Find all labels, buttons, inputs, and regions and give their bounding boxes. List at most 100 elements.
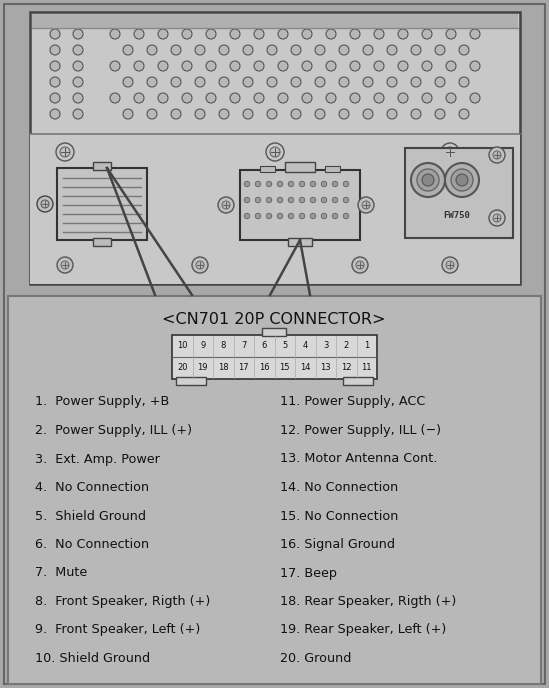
Ellipse shape: [267, 45, 277, 55]
Circle shape: [244, 197, 250, 203]
Bar: [30, 134, 520, 284]
Ellipse shape: [123, 109, 133, 119]
Bar: [172, 335, 377, 379]
Ellipse shape: [302, 61, 312, 71]
Circle shape: [417, 169, 439, 191]
Ellipse shape: [171, 77, 181, 87]
Circle shape: [332, 197, 338, 203]
Circle shape: [493, 151, 501, 159]
Text: 6.  No Connection: 6. No Connection: [35, 538, 149, 551]
Circle shape: [41, 200, 49, 208]
Ellipse shape: [459, 45, 469, 55]
Text: 7.  Mute: 7. Mute: [35, 566, 87, 579]
Circle shape: [356, 261, 364, 269]
Ellipse shape: [147, 77, 157, 87]
Circle shape: [266, 213, 272, 219]
Ellipse shape: [182, 29, 192, 39]
Circle shape: [255, 213, 261, 219]
Ellipse shape: [470, 61, 480, 71]
Circle shape: [266, 143, 284, 161]
Bar: [405, 148, 513, 238]
Ellipse shape: [326, 93, 336, 103]
Text: 5.  Shield Ground: 5. Shield Ground: [35, 510, 146, 522]
Ellipse shape: [398, 93, 408, 103]
Circle shape: [321, 213, 327, 219]
Text: 4.  No Connection: 4. No Connection: [35, 481, 149, 494]
Ellipse shape: [158, 29, 168, 39]
Text: 13. Motor Antenna Cont.: 13. Motor Antenna Cont.: [280, 453, 438, 466]
Circle shape: [255, 197, 261, 203]
Circle shape: [442, 257, 458, 273]
Circle shape: [277, 197, 283, 203]
Circle shape: [310, 197, 316, 203]
Ellipse shape: [315, 77, 325, 87]
Circle shape: [493, 214, 501, 222]
Ellipse shape: [73, 93, 83, 103]
Ellipse shape: [291, 109, 301, 119]
Circle shape: [321, 197, 327, 203]
Ellipse shape: [435, 109, 445, 119]
Ellipse shape: [73, 29, 83, 39]
Circle shape: [277, 213, 283, 219]
Text: 9: 9: [200, 341, 205, 350]
Circle shape: [489, 210, 505, 226]
Ellipse shape: [206, 29, 216, 39]
Circle shape: [299, 181, 305, 187]
Ellipse shape: [387, 45, 397, 55]
Circle shape: [441, 143, 459, 161]
Circle shape: [422, 174, 434, 186]
Text: 19: 19: [198, 363, 208, 372]
Text: 2.  Power Supply, ILL (+): 2. Power Supply, ILL (+): [35, 424, 192, 437]
Ellipse shape: [219, 109, 229, 119]
Ellipse shape: [315, 109, 325, 119]
Circle shape: [61, 261, 69, 269]
Text: 15: 15: [279, 363, 290, 372]
Bar: [343, 377, 373, 385]
Text: 6: 6: [261, 341, 267, 350]
Circle shape: [411, 163, 445, 197]
Ellipse shape: [147, 109, 157, 119]
Ellipse shape: [411, 45, 421, 55]
Circle shape: [56, 143, 74, 161]
Circle shape: [343, 197, 349, 203]
Ellipse shape: [398, 29, 408, 39]
Ellipse shape: [243, 109, 253, 119]
Ellipse shape: [134, 93, 144, 103]
Text: 17: 17: [238, 363, 249, 372]
Ellipse shape: [422, 61, 432, 71]
Ellipse shape: [302, 29, 312, 39]
Text: 5: 5: [282, 341, 287, 350]
Circle shape: [270, 147, 280, 157]
Circle shape: [192, 257, 208, 273]
Ellipse shape: [411, 77, 421, 87]
Bar: [32, 14, 518, 28]
Bar: [8, 296, 541, 684]
Circle shape: [196, 261, 204, 269]
Circle shape: [343, 181, 349, 187]
Circle shape: [332, 181, 338, 187]
Circle shape: [288, 197, 294, 203]
Ellipse shape: [350, 93, 360, 103]
Text: 12: 12: [341, 363, 351, 372]
Text: 16: 16: [259, 363, 270, 372]
Bar: [285, 162, 315, 172]
Ellipse shape: [398, 61, 408, 71]
Circle shape: [489, 147, 505, 163]
Ellipse shape: [206, 61, 216, 71]
Ellipse shape: [50, 77, 60, 87]
Ellipse shape: [123, 45, 133, 55]
Bar: [93, 162, 111, 170]
Ellipse shape: [435, 77, 445, 87]
Circle shape: [446, 261, 454, 269]
Bar: [288, 238, 312, 246]
Ellipse shape: [171, 45, 181, 55]
Text: 17. Beep: 17. Beep: [280, 566, 337, 579]
Ellipse shape: [123, 77, 133, 87]
Ellipse shape: [219, 45, 229, 55]
Ellipse shape: [422, 93, 432, 103]
Bar: [240, 170, 360, 240]
Ellipse shape: [73, 61, 83, 71]
Ellipse shape: [387, 77, 397, 87]
Text: 10: 10: [177, 341, 188, 350]
Text: 20. Ground: 20. Ground: [280, 652, 351, 665]
